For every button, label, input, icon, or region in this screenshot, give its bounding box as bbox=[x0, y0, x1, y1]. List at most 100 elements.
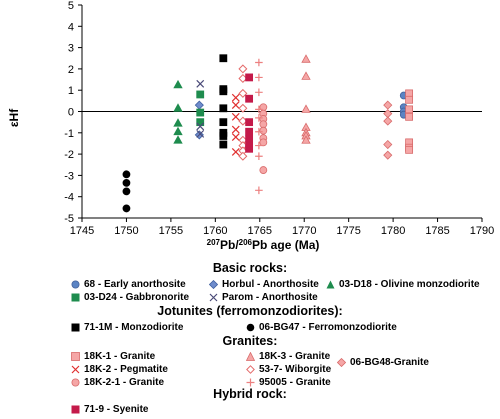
data-point bbox=[245, 127, 254, 136]
series-71-9-syenite bbox=[245, 73, 254, 153]
legend-item-03-d24-gabbronorite: 03-D24 - Gabbronorite bbox=[71, 292, 189, 303]
data-point bbox=[231, 125, 240, 134]
data-point bbox=[196, 122, 205, 131]
data-point bbox=[231, 148, 240, 156]
data-point bbox=[122, 178, 131, 187]
data-point bbox=[405, 145, 414, 154]
y-tick-label: 1 bbox=[68, 85, 74, 97]
data-point bbox=[255, 73, 263, 82]
data-point bbox=[219, 54, 228, 63]
data-point bbox=[173, 126, 183, 136]
legend-title-granites: Granites: bbox=[222, 334, 278, 348]
data-point bbox=[173, 79, 183, 89]
x-tick-label: 1775 bbox=[336, 225, 360, 237]
scatter-chart: 1745 1750 1755 1760 1765 1770 1775 1780 1785 1790… bbox=[7, 0, 494, 252]
data-point bbox=[383, 139, 393, 150]
data-point bbox=[259, 166, 268, 174]
x-tick-label: 1785 bbox=[425, 225, 449, 237]
y-axis-title: εHf bbox=[7, 108, 21, 127]
x-tick-label: 1770 bbox=[292, 225, 316, 237]
x-axis-title: 207Pb/206Pb age (Ma) bbox=[207, 238, 320, 252]
data-point bbox=[245, 118, 254, 127]
data-points bbox=[122, 54, 414, 213]
legend-item-18k-2-1-granite: 18K-2-1 - Granite bbox=[71, 377, 164, 388]
data-point bbox=[245, 73, 254, 82]
legend-item-parom-anorthosite: Parom - Anorthosite bbox=[209, 292, 318, 303]
y-tick-label: -5 bbox=[64, 213, 74, 225]
data-point bbox=[255, 88, 263, 97]
data-point bbox=[196, 90, 205, 99]
x-tick-label: 1765 bbox=[248, 225, 272, 237]
series-06-bg48-granite bbox=[383, 100, 393, 160]
data-point bbox=[405, 95, 414, 104]
data-point bbox=[383, 100, 393, 110]
data-point bbox=[383, 109, 393, 119]
y-tick-label: 3 bbox=[68, 43, 74, 55]
data-point bbox=[219, 140, 228, 149]
data-point bbox=[238, 88, 248, 98]
data-point bbox=[219, 118, 228, 127]
x-tick-label: 1780 bbox=[381, 225, 405, 237]
data-point bbox=[383, 116, 393, 126]
data-point bbox=[301, 54, 311, 63]
data-point bbox=[255, 127, 263, 136]
axes: 1745 1750 1755 1760 1765 1770 1775 1780 1785 1790… bbox=[64, 0, 494, 237]
data-point bbox=[301, 135, 311, 144]
data-point bbox=[259, 126, 268, 135]
data-point bbox=[122, 187, 131, 196]
data-point bbox=[231, 93, 240, 102]
data-point bbox=[231, 101, 240, 110]
legend-title-jotunites: Jotunites (ferromonzodiorites): bbox=[157, 304, 343, 318]
data-point bbox=[383, 150, 393, 160]
series-71-1m-monzodiorite bbox=[219, 54, 228, 149]
legend-item-68-early-anorthosite: 68 - Early anorthosite bbox=[71, 279, 186, 290]
data-point bbox=[238, 64, 248, 74]
y-tick-label: -1 bbox=[64, 128, 74, 140]
x-tick-label: 1745 bbox=[70, 225, 94, 237]
series-95005-granite bbox=[255, 58, 263, 195]
legend-item-06-bg47-ferromonzodiorite: 06-BG47 - Ferromonzodiorite bbox=[246, 322, 397, 333]
y-tick-label: 2 bbox=[68, 64, 74, 76]
data-point bbox=[301, 104, 311, 113]
legend-item-horbul-anorthosite: Horbul - Anorthosite bbox=[209, 279, 319, 290]
legend-item-18k-3-granite: 18K-3 - Granite bbox=[246, 351, 330, 362]
legend-item-53-7-wiborgite: 53-7- Wiborgite bbox=[246, 364, 331, 375]
data-point bbox=[231, 133, 240, 141]
data-point bbox=[255, 186, 263, 195]
legend-item-03-d18-olivine-monzodiorite: 03-D18 - Olivine monzodiorite bbox=[326, 279, 480, 290]
y-tick-label: -2 bbox=[64, 149, 74, 161]
y-tick-label: -4 bbox=[64, 192, 74, 204]
data-point bbox=[255, 114, 263, 122]
data-point bbox=[219, 132, 228, 140]
data-point bbox=[405, 89, 414, 98]
data-point bbox=[405, 112, 414, 121]
data-point bbox=[196, 79, 205, 88]
x-tick-label: 1750 bbox=[114, 225, 138, 237]
y-tick-label: 4 bbox=[68, 21, 74, 33]
legend-title-basic: Basic rocks: bbox=[212, 261, 288, 275]
series-03-d18-olivine-monzodiorite bbox=[173, 79, 183, 144]
y-tick-label: 5 bbox=[68, 0, 74, 12]
data-point bbox=[238, 103, 248, 113]
data-point bbox=[255, 141, 263, 150]
data-point bbox=[219, 104, 228, 113]
x-tick-label: 1760 bbox=[203, 225, 227, 237]
data-point bbox=[245, 135, 254, 144]
series-18k-2-1-granite bbox=[259, 103, 268, 174]
legend-item-18k-1-granite: 18K-1 - Granite bbox=[71, 351, 155, 362]
data-point bbox=[245, 94, 254, 103]
data-point bbox=[238, 151, 248, 161]
data-point bbox=[405, 105, 414, 114]
data-point bbox=[196, 129, 205, 138]
data-point bbox=[173, 118, 183, 127]
data-point bbox=[122, 204, 131, 213]
series-18k-2-pegmatite bbox=[231, 93, 240, 156]
data-point bbox=[259, 120, 268, 129]
y-tick-label: -3 bbox=[64, 170, 74, 182]
x-tick-label: 1755 bbox=[159, 225, 183, 237]
data-point bbox=[194, 100, 204, 110]
data-point bbox=[173, 135, 183, 144]
series-18k-3-granite bbox=[301, 54, 311, 144]
series-parom-anorthosite bbox=[196, 79, 205, 138]
legend-item-18k-2-pegmatite: 18K-2 - Pegmatite bbox=[71, 364, 168, 375]
